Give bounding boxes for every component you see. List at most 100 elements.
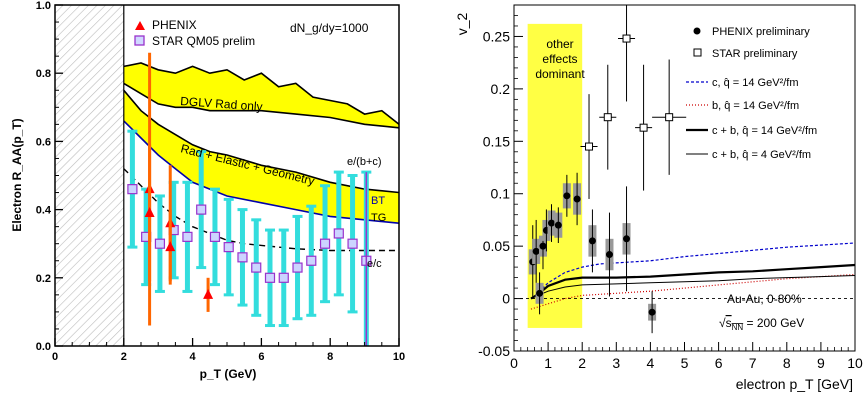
phenix-v2-marker [548,219,556,227]
legend-label-phenix: PHENIX [152,18,197,32]
annotation-dglv: DGLV Rad only [180,94,263,114]
band-upper-edge-0 [123,62,399,125]
v2-y-tick-label: 0.15 [483,133,510,149]
phenix-point-4 [203,277,214,312]
annotation-collision: Au-Au, 0-80% [727,292,802,306]
other-effects-region [527,23,583,328]
v2-y-tick-label: 0.25 [483,28,510,44]
star-marker [154,238,166,249]
star-marker [182,231,193,242]
band-fill-0 [123,63,399,128]
star-marker [278,272,289,283]
phenix-v2-point-11 [622,186,631,292]
star-v2-point-1 [599,64,617,170]
band-lower-edge-1 [123,120,399,224]
v2-curve-2 [530,263,855,300]
phenix-v2-point-7 [562,174,571,217]
star-v2-point-4 [652,59,687,175]
star-point-6 [209,187,221,287]
star-point-5 [196,150,207,270]
x-tick-label: 0 [52,351,58,363]
phenix-v2-point-10 [605,212,614,297]
legend-label-phenix-prelim: PHENIX preliminary [712,26,810,38]
star-marker [306,255,317,266]
star-point-16 [347,174,358,314]
star-point-2 [154,194,166,293]
star-marker [292,262,303,273]
energy-s: s [726,316,732,330]
v2-y-tick-label: -0.05 [478,343,510,359]
right-x-axis-label: electron p_T [GeV] [736,376,853,392]
star-v2-marker [622,34,631,43]
phenix-v2-marker [536,289,544,297]
phenix-v2-marker [563,192,571,200]
legend-marker-star-square [134,35,145,46]
curve-ec-0 [123,168,399,252]
phenix-v2-point-6 [554,207,563,244]
region-label-line-1: other [546,37,573,51]
x-tick-label: 10 [393,351,405,363]
star-marker [333,228,344,239]
star-point-14 [319,184,331,304]
x-tick-label: 8 [327,351,333,363]
energy-subscript: NN [732,323,744,332]
star-v2-point-3 [635,64,653,191]
star-v2-marker [603,113,612,122]
v2-x-tick-label: 3 [612,355,620,371]
phenix-v2-marker [539,242,547,250]
x-tick-label: 6 [258,351,264,363]
star-point-12 [292,214,303,321]
right-chart: other effects dominant 0 1 2 3 4 5 6 7 8 9 10 -0.05… [454,4,863,392]
y-tick-label: 0.4 [36,205,52,217]
v2-x-tick-label: 6 [715,355,723,371]
band-upper-edge-1 [123,89,399,194]
star-point-10 [264,228,276,328]
x-tick-label: 2 [121,351,127,363]
v2-x-tick-label: 10 [847,355,863,371]
star-marker [319,238,331,249]
star-marker [127,184,138,195]
region-label-line-2: effects [542,52,577,66]
star-marker [237,252,248,263]
star-v2-marker [639,123,648,132]
phenix-v2-point-2 [535,272,544,315]
left-x-axis-label: p_T (GeV) [200,367,257,381]
star-point-0 [127,129,138,249]
star-point-7 [223,197,234,297]
phenix-v2-point-1 [532,219,541,283]
phenix-v2-marker [588,237,596,245]
star-point-4 [182,180,193,293]
star-point-8 [237,208,248,307]
annotation-tg: TG [371,212,386,224]
v2-x-tick-label: 5 [681,355,689,371]
phenix-v2-marker [648,308,656,316]
v2-x-tick-label: 1 [544,355,552,371]
star-v2-marker [585,142,594,151]
star-v2-point-0 [580,94,598,199]
x-tick-label: 4 [190,351,197,363]
legend-marker-phenix-triangle [135,21,145,30]
annotation-eb-c: e/(b+c) [347,156,382,168]
legend-label-cb4: c + b, q̂ = 4 GeV²/fm [712,149,811,161]
phenix-v2-marker [532,247,540,255]
y-tick-label: 0.6 [36,136,51,148]
legend-label-star: STAR QM05 prelim [152,34,255,48]
region-label-line-3: dominant [535,67,585,81]
v2-y-tick-label: 0 [502,291,510,307]
phenix-v2-marker [573,195,581,203]
star-v2-point-2 [618,5,636,102]
y-tick-label: 0.8 [36,68,51,80]
right-y-axis-label: v_2 [454,13,470,36]
star-marker [347,238,358,249]
star-marker [251,262,262,273]
v2-curve-3 [530,275,855,300]
v2-x-tick-label: 9 [817,355,825,371]
excluded-region [55,5,124,346]
v2-y-tick-label: 0.1 [491,186,511,202]
star-marker [223,242,234,253]
right-legend: PHENIX preliminary STAR preliminary c, q… [686,26,817,161]
annotation-dndy: dN_g/dy=1000 [290,21,369,35]
star-marker [196,204,207,215]
star-point-13 [306,204,317,317]
phenix-v2-point-9 [588,209,597,273]
